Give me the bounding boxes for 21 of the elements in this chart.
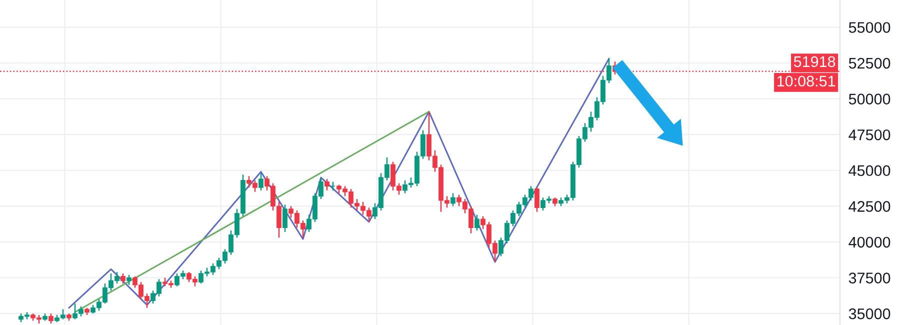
line-series (68, 58, 610, 309)
y-tick-label: 52500 (848, 58, 890, 69)
y-tick-label: 55000 (848, 22, 890, 33)
candlestick (282, 204, 288, 233)
y-tick-label: 47500 (848, 129, 890, 140)
candlestick (48, 312, 54, 324)
y-tick-label: 40000 (848, 236, 890, 248)
y-tick-label: 42500 (848, 201, 890, 212)
candlestick (258, 172, 264, 192)
candlestick (450, 192, 456, 207)
candlestick (324, 178, 330, 192)
y-tick-label: 37500 (848, 272, 890, 284)
annotation: 10:08:51 (777, 76, 836, 87)
y-tick-label: 45000 (848, 165, 890, 176)
candlestick (474, 214, 480, 232)
candlestick (534, 186, 540, 213)
y-tick-label: 50000 (848, 94, 890, 104)
y-tick-label: 35000 (848, 308, 890, 320)
candlestick (120, 272, 126, 284)
ref-line-label: 51918 (794, 56, 836, 68)
candlestick (126, 274, 132, 286)
